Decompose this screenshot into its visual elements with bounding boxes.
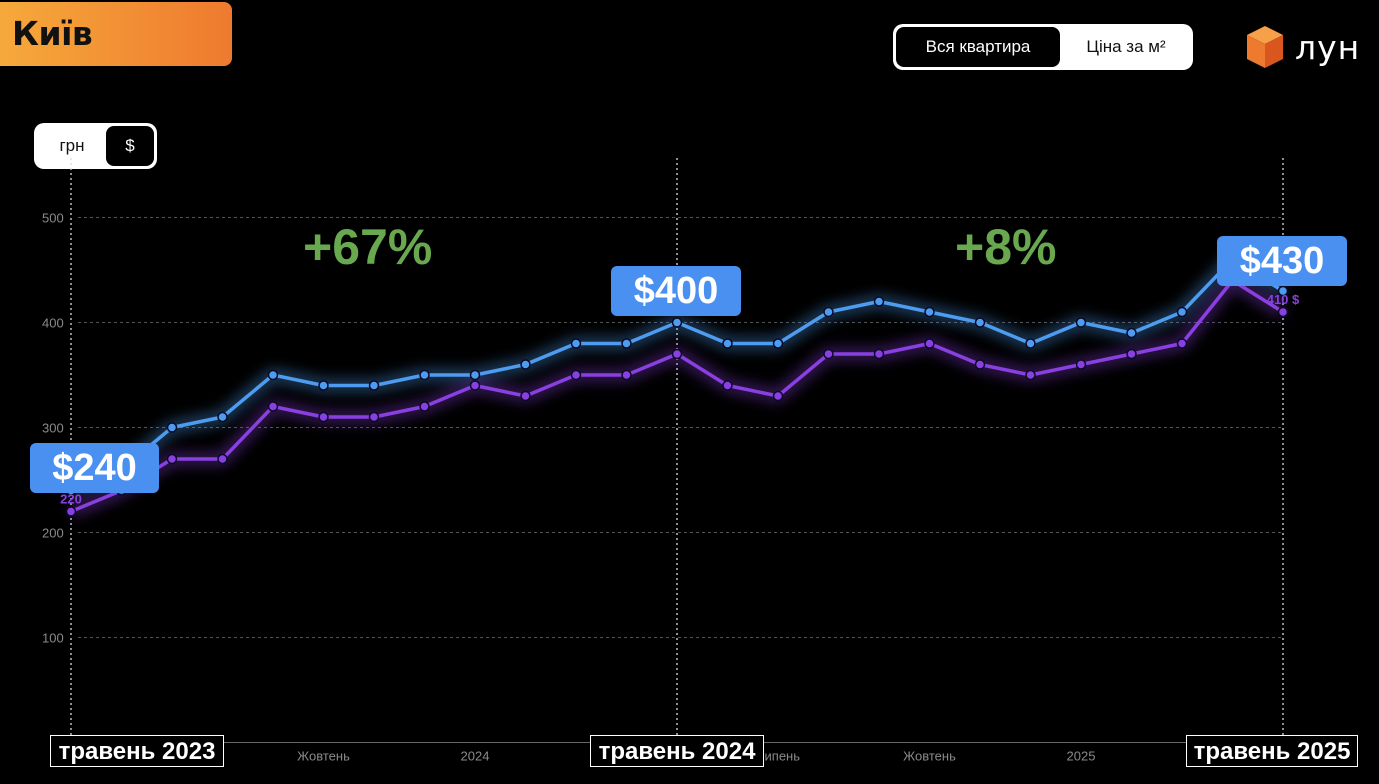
cube-icon <box>1247 26 1283 68</box>
data-point <box>671 317 683 328</box>
whole-apartment-option[interactable]: Вся квартира <box>896 27 1060 67</box>
data-point <box>722 380 733 391</box>
data-point <box>1126 327 1137 339</box>
data-point <box>368 411 380 423</box>
data-point <box>974 317 986 328</box>
data-point <box>1176 306 1188 318</box>
y-tick-label: 500 <box>42 211 64 226</box>
data-point <box>924 338 935 349</box>
data-point <box>1025 338 1036 349</box>
data-point <box>520 359 531 370</box>
data-point <box>318 380 329 391</box>
data-point <box>368 380 380 391</box>
data-point <box>318 411 329 423</box>
x-tick-label: Липень <box>756 749 800 764</box>
price-bubble-mid: $400 <box>611 266 741 316</box>
price-bubble-start: $240 <box>30 443 159 493</box>
x-tick-label: Жовтень <box>297 749 350 764</box>
data-point <box>823 348 834 360</box>
data-point <box>1277 306 1289 318</box>
y-tick-label: 200 <box>42 526 64 541</box>
data-point <box>823 306 834 318</box>
data-point <box>469 380 481 391</box>
data-point <box>772 338 784 349</box>
data-point <box>166 422 178 433</box>
y-tick-label: 300 <box>42 421 64 436</box>
data-point <box>419 401 430 412</box>
growth-second-period: +8% <box>955 219 1057 275</box>
x-tick-label: 2024 <box>461 749 490 764</box>
y-tick-label: 100 <box>42 631 64 646</box>
uah-option[interactable]: грн <box>59 136 85 155</box>
date-tag-mid: травень 2024 <box>590 735 764 767</box>
data-point <box>1025 369 1036 381</box>
data-point <box>469 369 481 381</box>
data-point <box>621 369 632 381</box>
data-point <box>974 359 986 370</box>
price-per-sqm-option[interactable]: Ціна за м² <box>1086 37 1166 56</box>
data-point <box>1126 348 1137 360</box>
city-badge: Київ <box>0 2 232 66</box>
data-point <box>1075 359 1087 370</box>
x-tick-label: 2025 <box>1067 749 1096 764</box>
data-point <box>166 453 178 465</box>
currency-toggle[interactable]: грн $ <box>34 123 157 169</box>
data-point <box>924 306 935 318</box>
data-point <box>1277 285 1289 297</box>
date-tag-start: травень 2023 <box>50 735 224 767</box>
date-tag-end: травень 2025 <box>1186 735 1358 767</box>
data-point <box>570 338 582 349</box>
data-point <box>419 369 430 381</box>
logo-text: лун <box>1295 28 1361 67</box>
data-point <box>722 338 733 349</box>
data-point <box>671 348 683 360</box>
data-point <box>267 369 279 381</box>
data-point <box>1075 317 1087 328</box>
lun-logo: лун <box>1243 24 1363 72</box>
price-bubble-end: $430 <box>1217 236 1347 286</box>
end-value-label: 410 $ <box>1267 292 1300 307</box>
data-point <box>1176 338 1188 349</box>
price-mode-toggle[interactable]: Вся квартира Ціна за м² <box>893 24 1193 70</box>
start-value-label: 220 <box>60 492 82 507</box>
city-title: Київ <box>12 14 93 53</box>
x-tick-label: Жовтень <box>903 749 956 764</box>
data-point <box>873 348 885 360</box>
usd-option[interactable]: $ <box>106 126 154 166</box>
data-point <box>520 390 531 402</box>
data-point <box>65 506 77 517</box>
data-point <box>873 296 885 307</box>
data-point <box>267 401 279 412</box>
data-point <box>217 411 228 423</box>
data-point <box>217 453 228 465</box>
data-point <box>621 338 632 349</box>
data-point <box>772 390 784 402</box>
growth-first-period: +67% <box>303 219 433 275</box>
data-point <box>570 369 582 381</box>
y-tick-label: 400 <box>42 316 64 331</box>
